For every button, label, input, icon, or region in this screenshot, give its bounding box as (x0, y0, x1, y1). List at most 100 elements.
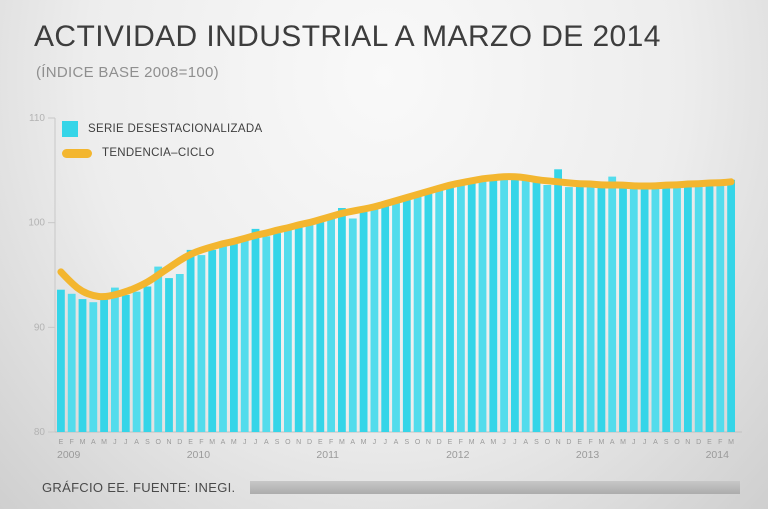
month-tick-label: S (404, 439, 409, 446)
month-tick-label: M (620, 439, 626, 446)
month-tick-label: F (588, 439, 592, 446)
y-tick-label: 80 (34, 427, 46, 438)
page-title: ACTIVIDAD INDUSTRIAL A MARZO DE 2014 (34, 20, 661, 53)
bar (489, 176, 498, 432)
month-tick-label: F (459, 439, 463, 446)
bar (392, 200, 400, 432)
month-tick-label: N (556, 439, 561, 446)
bar (154, 266, 163, 432)
month-tick-label: O (415, 439, 421, 446)
legend-label-trend: TENDENCIA–CICLO (102, 147, 215, 159)
year-label: 2011 (316, 449, 339, 461)
month-tick-label: M (490, 439, 496, 446)
month-tick-label: N (426, 439, 431, 446)
bar (67, 293, 76, 432)
bar (457, 181, 465, 432)
month-tick-label: S (534, 439, 539, 446)
bar (316, 219, 325, 432)
month-tick-label: A (480, 439, 485, 446)
trend-line (57, 173, 735, 301)
month-tick-label: J (254, 439, 258, 446)
legend-item-series: SERIE DESESTACIONALIZADA (62, 121, 262, 137)
bar (186, 249, 195, 432)
month-tick-label: J (243, 439, 247, 446)
bar (348, 218, 357, 432)
bar (89, 302, 98, 432)
bar (240, 239, 249, 432)
month-tick-label: D (696, 439, 701, 446)
bar (500, 174, 508, 432)
bar (684, 185, 692, 432)
bar (359, 211, 368, 432)
month-tick-label: J (502, 439, 506, 446)
bar (208, 249, 217, 432)
month-tick-label: E (59, 439, 64, 446)
bar (554, 169, 562, 433)
month-tick-label: M (101, 439, 107, 446)
month-tick-label: E (707, 439, 712, 446)
bar (413, 195, 422, 432)
bar (435, 188, 444, 432)
bar (640, 187, 649, 432)
bar (467, 179, 476, 432)
bar (511, 175, 519, 432)
bar (575, 185, 584, 432)
bar (327, 216, 335, 432)
bar (608, 176, 617, 432)
bar (651, 185, 660, 432)
month-tick-label: S (664, 439, 669, 446)
bar (586, 181, 595, 432)
month-tick-label: A (523, 439, 528, 446)
month-tick-label: N (166, 439, 171, 446)
bar (694, 182, 703, 432)
bar (381, 205, 390, 432)
bar (305, 221, 314, 432)
bar (57, 289, 65, 432)
month-tick-label: O (285, 439, 291, 446)
bar (219, 245, 227, 432)
bar (727, 179, 735, 432)
month-tick-label: O (545, 439, 551, 446)
bar (597, 187, 606, 432)
bar (446, 185, 454, 432)
bar (294, 224, 303, 432)
month-tick-label: A (653, 439, 658, 446)
month-tick-label: S (145, 439, 150, 446)
month-tick-label: M (80, 439, 86, 446)
month-tick-label: E (448, 439, 453, 446)
month-tick-label: N (296, 439, 301, 446)
legend-label-series: SERIE DESESTACIONALIZADA (88, 123, 263, 135)
month-tick-label: J (632, 439, 636, 446)
month-tick-label: M (598, 439, 604, 446)
bar (716, 181, 725, 432)
y-tick-label: 90 (34, 322, 46, 333)
month-tick-label: J (513, 439, 517, 446)
bar (402, 197, 411, 432)
month-tick-label: M (231, 439, 237, 446)
month-tick-label: O (674, 439, 680, 446)
bar (521, 178, 530, 432)
month-tick-label: A (221, 439, 226, 446)
y-tick-label: 110 (29, 113, 45, 124)
month-tick-label: F (199, 439, 203, 446)
bar (705, 183, 714, 432)
month-tick-label: A (394, 439, 399, 446)
bar (370, 208, 379, 432)
month-tick-label: M (339, 439, 345, 446)
series-swatch-icon (62, 121, 78, 137)
month-tick-label: A (264, 439, 269, 446)
bar (100, 299, 108, 432)
month-tick-label: M (469, 439, 475, 446)
source-text: GRÁFCIO EE. FUENTE: INEGI. (42, 480, 236, 495)
bar (111, 287, 119, 432)
month-tick-label: J (113, 439, 117, 446)
month-tick-label: D (437, 439, 442, 446)
month-tick-label: D (177, 439, 182, 446)
month-tick-label: F (329, 439, 333, 446)
month-tick-label: N (685, 439, 690, 446)
bar (273, 233, 281, 432)
month-tick-label: J (124, 439, 128, 446)
month-tick-label: J (383, 439, 387, 446)
bar (662, 186, 671, 432)
